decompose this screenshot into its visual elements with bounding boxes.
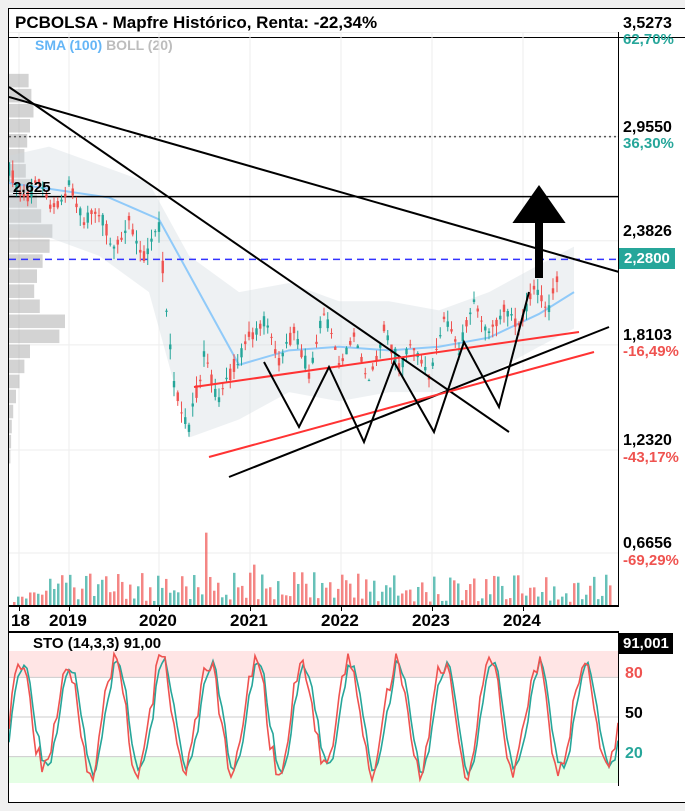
- sto-tick: 20: [625, 745, 643, 763]
- year-axis: 18 2019 2020 2021 2022 2023 2024: [9, 605, 619, 631]
- year-tick: 2024: [503, 611, 541, 631]
- sto-current-flag: 91,001: [619, 633, 673, 654]
- sto-tick: 80: [625, 665, 643, 683]
- price-tick: 1,8103-16,49%: [623, 327, 679, 361]
- price-tick: 1,2320-43,17%: [623, 432, 679, 466]
- price-tick: 2,3826: [623, 223, 672, 241]
- price-tick: 3,527362,70%: [623, 15, 674, 49]
- sto-svg: [9, 633, 619, 786]
- year-tick: 18: [11, 611, 30, 631]
- price-chart-area[interactable]: 2,625: [9, 32, 619, 605]
- year-tick: 2022: [321, 611, 359, 631]
- stochastic-panel[interactable]: STO (14,3,3) 91,00: [9, 631, 619, 786]
- sto-tick: 50: [625, 705, 643, 723]
- price-tick: 2,955036,30%: [623, 119, 674, 153]
- year-tick: 2023: [412, 611, 450, 631]
- sto-axis: 91,001 80 50 20: [619, 631, 685, 786]
- year-tick: 2021: [230, 611, 268, 631]
- stock-chart: PCBOLSA - Mapfre Histórico, Renta: -22,3…: [8, 8, 685, 803]
- price-chart-svg: [9, 32, 619, 605]
- current-price-flag: 2,2800: [619, 248, 675, 269]
- level-label: 2,625: [13, 179, 51, 196]
- year-tick: 2020: [139, 611, 177, 631]
- price-axis: 3,527362,70%2,955036,30%2,38261,8103-16,…: [619, 32, 685, 605]
- sto-label: STO (14,3,3) 91,00: [33, 635, 161, 652]
- price-tick: 0,6656-69,29%: [623, 535, 679, 569]
- year-tick: 2019: [49, 611, 87, 631]
